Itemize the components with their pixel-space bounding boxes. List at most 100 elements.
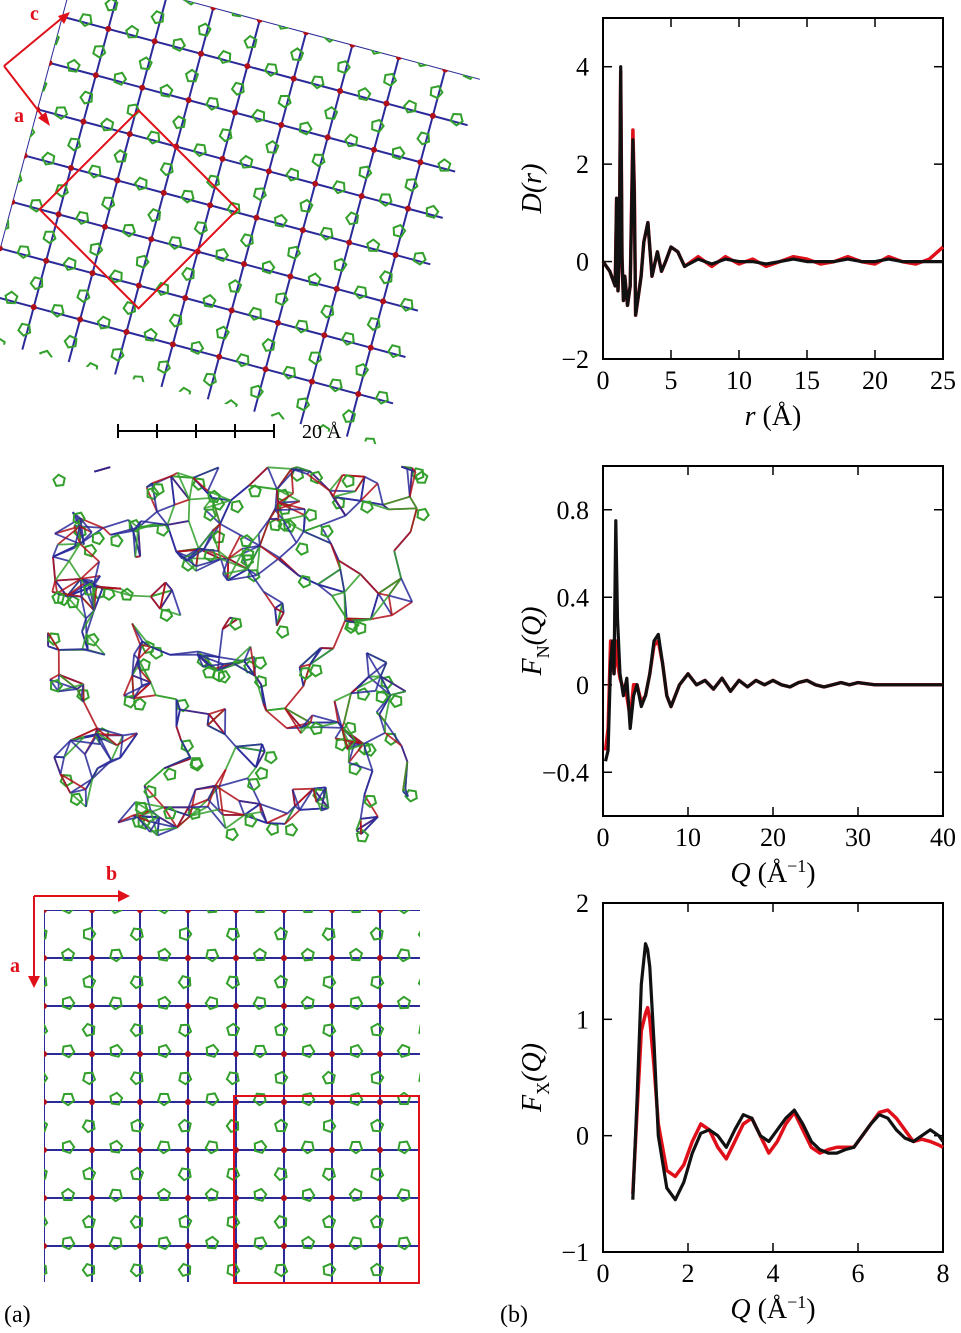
zinc-node <box>463 171 470 178</box>
bond <box>360 482 379 502</box>
imidazolate-ring <box>60 1092 76 1107</box>
bond <box>264 322 279 370</box>
bond <box>375 689 391 696</box>
bond <box>57 525 81 546</box>
imidazolate-ring <box>130 1118 145 1133</box>
imidazolate-ring <box>187 806 201 821</box>
bond <box>276 488 294 495</box>
bond <box>0 201 14 249</box>
imidazolate-ring <box>311 153 326 168</box>
bond <box>73 526 81 549</box>
bond <box>382 495 411 506</box>
bond <box>102 527 112 536</box>
zinc-node <box>281 955 287 961</box>
bond <box>36 108 84 123</box>
imidazolate-ring <box>206 910 218 914</box>
imidazolate-ring <box>474 19 481 34</box>
zinc-node <box>89 910 95 913</box>
zinc-node <box>438 264 445 271</box>
bond <box>79 318 127 333</box>
zinc-node <box>203 400 210 407</box>
zinc-node <box>135 282 142 289</box>
bond <box>260 684 265 704</box>
bond <box>429 312 477 328</box>
imidazolate-ring <box>225 975 240 990</box>
bond <box>454 220 481 235</box>
bond <box>170 472 178 477</box>
zinc-node <box>185 1291 191 1297</box>
imidazolate-ring <box>159 608 174 623</box>
bond <box>343 693 352 723</box>
imidazolate-ring <box>475 97 481 112</box>
bond <box>379 662 388 677</box>
bond <box>188 798 209 809</box>
imidazolate-ring <box>300 995 315 1010</box>
bond <box>171 589 182 616</box>
y-tick-label: 0 <box>576 248 589 277</box>
bond <box>453 174 468 222</box>
imidazolate-ring <box>417 978 420 986</box>
bond <box>252 414 300 429</box>
imidazolate-ring <box>157 1236 172 1251</box>
imidazolate-ring <box>399 297 414 312</box>
imidazolate-ring <box>49 678 64 693</box>
bond <box>80 575 101 580</box>
bond <box>334 727 343 739</box>
x-tick-label: 20 <box>760 823 786 852</box>
zinc-node <box>185 955 191 961</box>
bond <box>175 709 181 727</box>
bond <box>79 525 93 534</box>
imidazolate-ring <box>211 530 226 544</box>
imidazolate-ring <box>252 1044 268 1059</box>
bond <box>248 484 278 491</box>
bond <box>125 285 140 333</box>
zinc-node <box>244 63 251 70</box>
bond <box>263 591 283 604</box>
zinc-node <box>281 1243 287 1249</box>
bond <box>82 75 97 122</box>
imidazolate-ring <box>14 901 26 913</box>
imidazolate-ring <box>342 721 357 736</box>
imidazolate-ring <box>61 1044 76 1059</box>
bond <box>243 803 261 816</box>
bond <box>134 527 140 558</box>
bond <box>81 609 95 632</box>
imidazolate-ring <box>340 331 355 346</box>
zinc-node <box>250 412 257 419</box>
bond <box>274 602 284 609</box>
imidazolate-ring <box>223 399 238 413</box>
imidazolate-ring <box>273 1167 288 1182</box>
zinc-node <box>281 1195 287 1201</box>
imidazolate-ring <box>202 293 217 308</box>
imidazolate-ring <box>418 1216 420 1227</box>
zinc-node <box>148 236 155 243</box>
zinc-node <box>185 910 191 913</box>
bond <box>159 608 181 617</box>
zinc-node <box>126 131 133 138</box>
zinc-node <box>233 910 239 913</box>
bond <box>116 133 131 181</box>
bond <box>336 287 384 303</box>
imidazolate-ring <box>446 1285 457 1297</box>
imidazolate-ring <box>15 997 27 1009</box>
bond <box>504 36 550 48</box>
bond <box>275 508 305 511</box>
imidazolate-ring <box>17 322 32 337</box>
bond <box>150 581 167 598</box>
zinc-node <box>426 310 433 317</box>
imidazolate-ring <box>129 1263 144 1278</box>
imidazolate-ring <box>122 301 137 316</box>
imidazolate-ring <box>89 242 104 257</box>
zinc-node <box>185 1147 191 1153</box>
imidazolate-ring <box>276 15 291 30</box>
imidazolate-ring <box>110 1285 122 1297</box>
imidazolate-ring <box>110 347 125 362</box>
imidazolate-ring <box>458 263 473 278</box>
bond <box>314 182 362 198</box>
bond <box>328 474 344 492</box>
zinc-node <box>44 1099 47 1105</box>
bond <box>230 484 250 502</box>
bond <box>96 727 118 746</box>
imidazolate-ring <box>225 827 239 842</box>
imidazolate-ring <box>381 0 396 9</box>
